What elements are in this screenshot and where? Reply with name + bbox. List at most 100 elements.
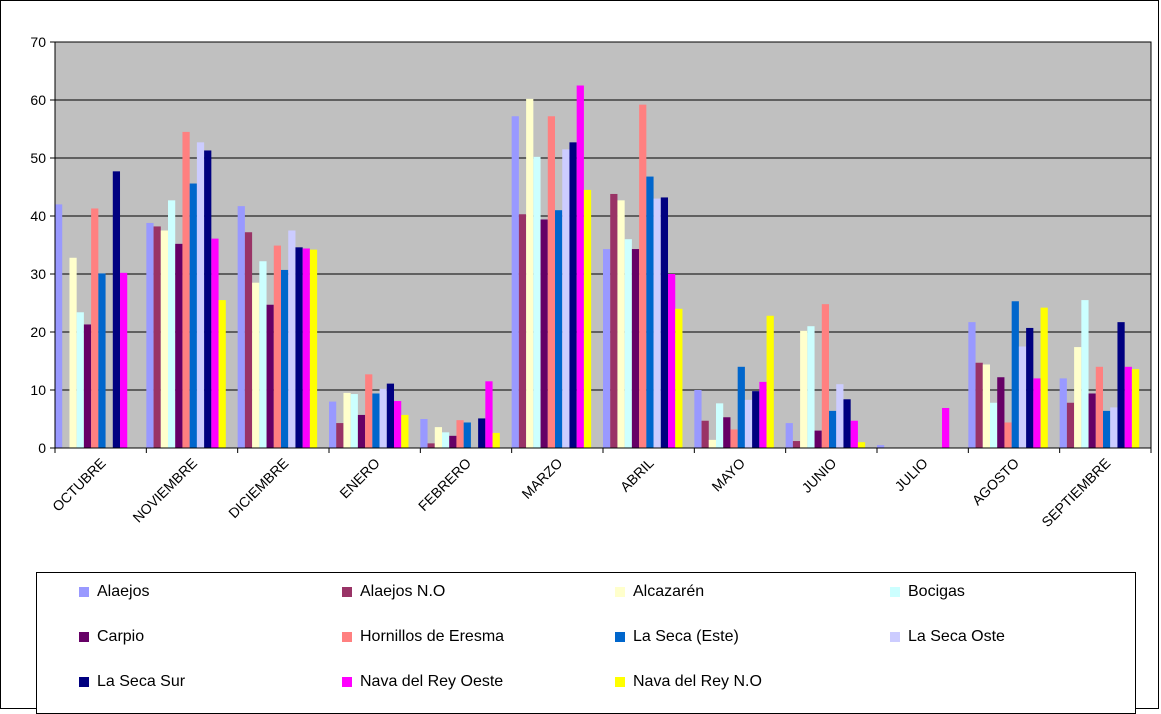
legend-label: Hornillos de Eresma [360,628,505,645]
bar [792,441,801,448]
bar [175,243,183,448]
bar [281,269,289,448]
legend-label: Alcazarén [633,583,705,600]
bar [492,432,500,448]
x-tick-label: DICIEMBRE [225,455,291,521]
legend-label: Nava del Rey N.O [633,673,762,690]
legend-swatch [615,677,625,687]
bar [843,399,851,448]
bar [252,282,260,448]
x-tick-label: JUNIO [798,455,839,496]
bar [668,274,676,448]
bar [555,210,563,448]
legend-item: Alaejos [79,581,149,603]
bar [942,407,950,448]
bar [547,116,556,449]
bar [386,383,395,448]
y-tick-label: 50 [30,150,46,166]
bar [98,273,106,448]
bar [737,366,745,448]
bar [540,219,548,448]
bar [610,193,618,448]
bar [1033,378,1041,448]
legend-item: La Seca Oste [890,626,1005,648]
x-tick-label: OCTUBRE [49,455,109,515]
bar [526,98,534,448]
bar [624,239,632,448]
bar [744,399,753,448]
bar [55,204,63,448]
bar [730,429,738,448]
y-tick-label: 40 [30,208,46,224]
bar [1026,327,1034,448]
bar [211,238,219,448]
legend-swatch [79,632,89,642]
bar [357,414,366,448]
bar [442,432,450,448]
x-tick-label: ENERO [336,455,383,502]
bar [112,171,121,448]
bar [478,418,486,448]
x-tick-label: FEBRERO [415,455,474,514]
bar [244,232,253,448]
bar [288,230,296,448]
legend-item: Alaejos N.O [342,581,445,603]
bar [639,104,647,448]
legend-swatch [890,587,900,597]
x-tick-label: AGOSTO [969,455,1023,509]
bar [485,381,493,448]
y-tick-label: 20 [30,324,46,340]
bar [975,362,983,448]
legend-label: La Seca (Este) [633,628,739,645]
x-tick-label: MARZO [518,455,565,502]
bar [617,200,625,448]
bar [434,427,443,448]
bar [120,272,128,448]
bar [660,197,669,448]
y-tick-label: 0 [38,440,46,456]
bar [785,423,793,448]
bar [182,131,190,448]
legend-item: La Seca (Este) [615,626,739,648]
bar [309,249,318,448]
bar [990,402,998,448]
bar [1074,347,1082,448]
bar [766,315,774,448]
bar [1131,369,1140,448]
bar [365,374,373,448]
bar [675,308,683,448]
legend-label: Carpio [97,628,145,645]
bar [189,183,197,448]
bar [603,249,611,448]
legend-label: Alaejos N.O [360,583,446,600]
bar [723,417,731,448]
bar [982,364,991,448]
bar [968,322,976,448]
bar [259,261,267,448]
bar [350,394,358,448]
y-tick-label: 70 [30,34,46,50]
bar [1117,322,1125,448]
bar [1103,410,1111,448]
x-tick-label: MAYO [708,455,748,495]
bar [329,401,337,448]
bar [857,442,866,448]
bar-chart: 0 10 20 30 40 50 60 70 OCTUBRE NOVIEMBRE DICIEMBRE… [30,34,1152,530]
bar [877,445,885,448]
bar [1004,422,1012,448]
y-tick-label: 10 [30,382,46,398]
bar [1011,301,1019,448]
legend-label: Alaejos [97,583,150,600]
legend-item: La Seca Sur [79,671,185,693]
bar [1095,366,1104,448]
legend-swatch [342,632,352,642]
bar [343,392,351,448]
bar [511,116,519,449]
bar [273,245,282,448]
bar [759,381,767,448]
legend-label: La Seca Oste [908,628,1005,645]
bar [1088,393,1096,448]
legend-item: Nava del Rey N.O [615,671,762,693]
bar [372,393,380,448]
bar [708,439,717,448]
